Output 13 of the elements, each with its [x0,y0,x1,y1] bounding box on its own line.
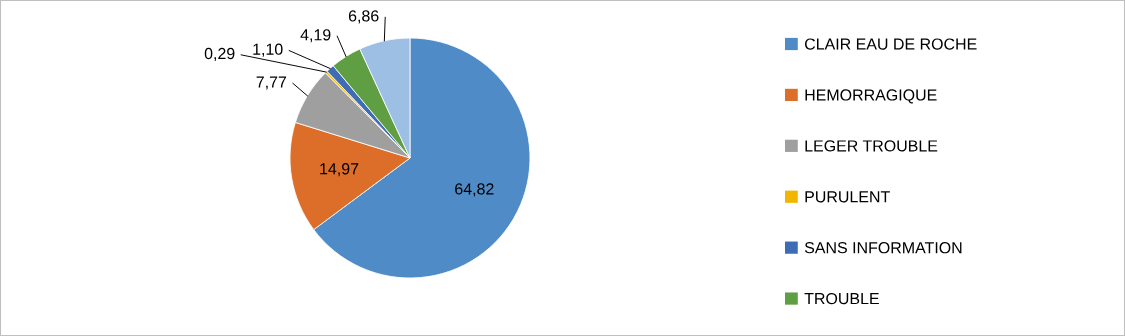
data-label: 64,82 [455,183,494,197]
legend-label: CLAIR EAU DE ROCHE [804,38,977,50]
data-label: 7,77 [256,76,287,90]
data-label: 14,97 [320,163,359,177]
data-label: 6,86 [348,10,379,24]
data-label: 4,19 [300,29,331,43]
legend-label: SANS INFORMATION [804,242,962,254]
legend-label: TROUBLE [804,292,879,305]
legend-label: HEMORRAGIQUE [805,89,937,104]
legend-label: LEGER TROUBLE [805,140,938,152]
data-label: 0,29 [204,47,235,62]
data-label: 1,10 [253,43,283,57]
legend-label: PURULENT [805,191,890,203]
